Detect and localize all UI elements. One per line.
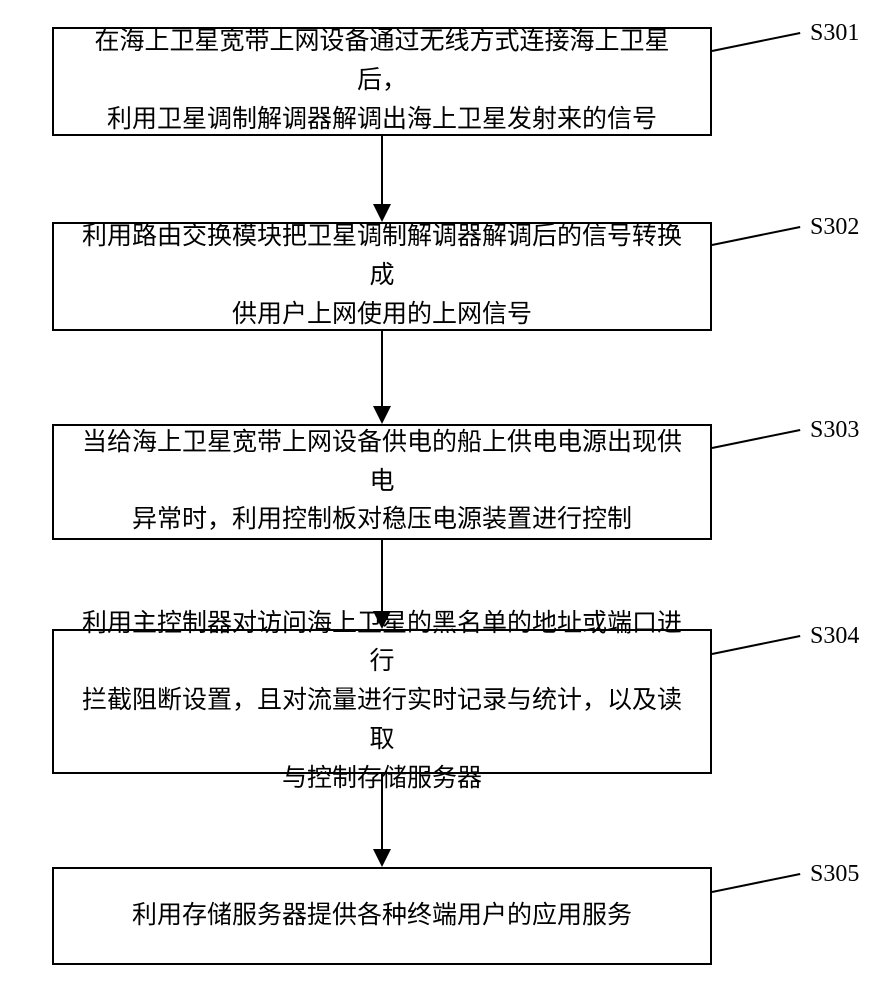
step-text-line: 当给海上卫星宽带上网设备供电的船上供电电源出现供电 (74, 424, 690, 502)
step-text-line: 利用卫星调制解调器解调出海上卫星发射来的信号 (74, 101, 690, 140)
step-label-s303: S303 (810, 417, 859, 444)
arrow-shaft (381, 774, 383, 849)
arrow-shaft (381, 331, 383, 406)
step-label-s305: S305 (810, 861, 859, 888)
label-connector (712, 873, 800, 893)
step-text-line: 拦截阻断设置，且对流量进行实时记录与统计，以及读取 (74, 682, 690, 760)
arrow-head-icon (373, 406, 391, 424)
label-connector (712, 429, 800, 449)
flowchart-canvas: 在海上卫星宽带上网设备通过无线方式连接海上卫星后，利用卫星调制解调器解调出海上卫… (0, 0, 889, 1000)
arrow-head-icon (373, 204, 391, 222)
step-text-line: 利用存储服务器提供各种终端用户的应用服务 (132, 897, 632, 936)
step-label-s304: S304 (810, 623, 859, 650)
step-label-s301: S301 (810, 20, 859, 47)
step-box-s301: 在海上卫星宽带上网设备通过无线方式连接海上卫星后，利用卫星调制解调器解调出海上卫… (52, 27, 712, 136)
arrow-head-icon (373, 849, 391, 867)
arrow-head-icon (373, 611, 391, 629)
step-text-line: 利用路由交换模块把卫星调制解调器解调后的信号转换成 (74, 218, 690, 296)
step-label-s302: S302 (810, 214, 859, 241)
arrow-shaft (381, 540, 383, 611)
arrow-shaft (381, 136, 383, 204)
label-connector (712, 226, 800, 246)
step-text-line: 供用户上网使用的上网信号 (74, 296, 690, 335)
step-text-line: 在海上卫星宽带上网设备通过无线方式连接海上卫星后， (74, 23, 690, 101)
step-box-s303: 当给海上卫星宽带上网设备供电的船上供电电源出现供电异常时，利用控制板对稳压电源装… (52, 424, 712, 540)
label-connector (712, 32, 800, 52)
step-text-line: 异常时，利用控制板对稳压电源装置进行控制 (74, 501, 690, 540)
label-connector (712, 635, 800, 655)
step-box-s302: 利用路由交换模块把卫星调制解调器解调后的信号转换成供用户上网使用的上网信号 (52, 222, 712, 331)
step-box-s304: 利用主控制器对访问海上卫星的黑名单的地址或端口进行拦截阻断设置，且对流量进行实时… (52, 629, 712, 774)
step-box-s305: 利用存储服务器提供各种终端用户的应用服务 (52, 867, 712, 965)
